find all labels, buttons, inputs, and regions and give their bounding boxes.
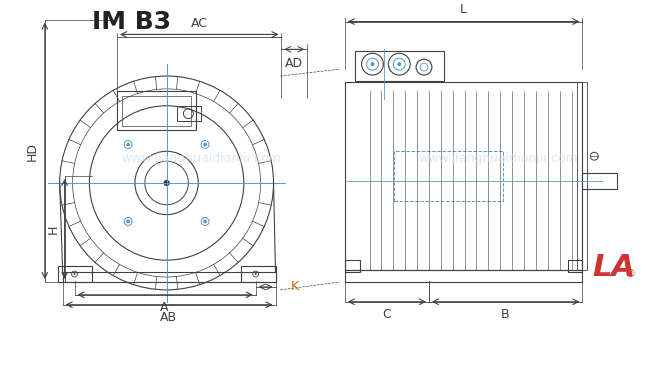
Bar [395, 151, 503, 201]
Text: LA: LA [592, 253, 635, 282]
Bar [62, 272, 276, 282]
Bar [117, 91, 196, 130]
Text: IM B3: IM B3 [92, 9, 172, 33]
Text: C: C [382, 308, 391, 321]
Text: AB: AB [160, 311, 177, 324]
Bar [122, 96, 191, 126]
Bar [241, 266, 276, 282]
Bar [344, 260, 359, 272]
Circle shape [204, 220, 206, 223]
Bar [577, 82, 588, 270]
Bar [344, 82, 582, 270]
Circle shape [164, 180, 169, 185]
Circle shape [397, 62, 401, 66]
Circle shape [370, 62, 374, 66]
Text: H: H [47, 225, 60, 234]
Text: K: K [291, 280, 298, 293]
Bar [177, 106, 202, 121]
Text: B: B [501, 308, 510, 321]
Text: www.jianghuaidianjii.com: www.jianghuaidianjii.com [419, 152, 578, 165]
Text: AC: AC [190, 18, 208, 30]
Text: HD: HD [26, 142, 39, 161]
Bar [355, 51, 444, 81]
Circle shape [255, 273, 257, 275]
Circle shape [127, 143, 129, 146]
Bar [582, 173, 617, 189]
Circle shape [127, 220, 129, 223]
Text: L: L [460, 3, 467, 16]
Text: ®: ® [625, 269, 636, 279]
Text: www.jianghuaidianjii.com: www.jianghuaidianjii.com [122, 152, 281, 165]
Bar [567, 260, 582, 272]
Text: A: A [161, 301, 169, 314]
Bar [58, 266, 92, 282]
Text: AD: AD [285, 57, 304, 70]
Bar [344, 270, 582, 282]
Circle shape [204, 143, 206, 146]
Circle shape [73, 273, 75, 275]
